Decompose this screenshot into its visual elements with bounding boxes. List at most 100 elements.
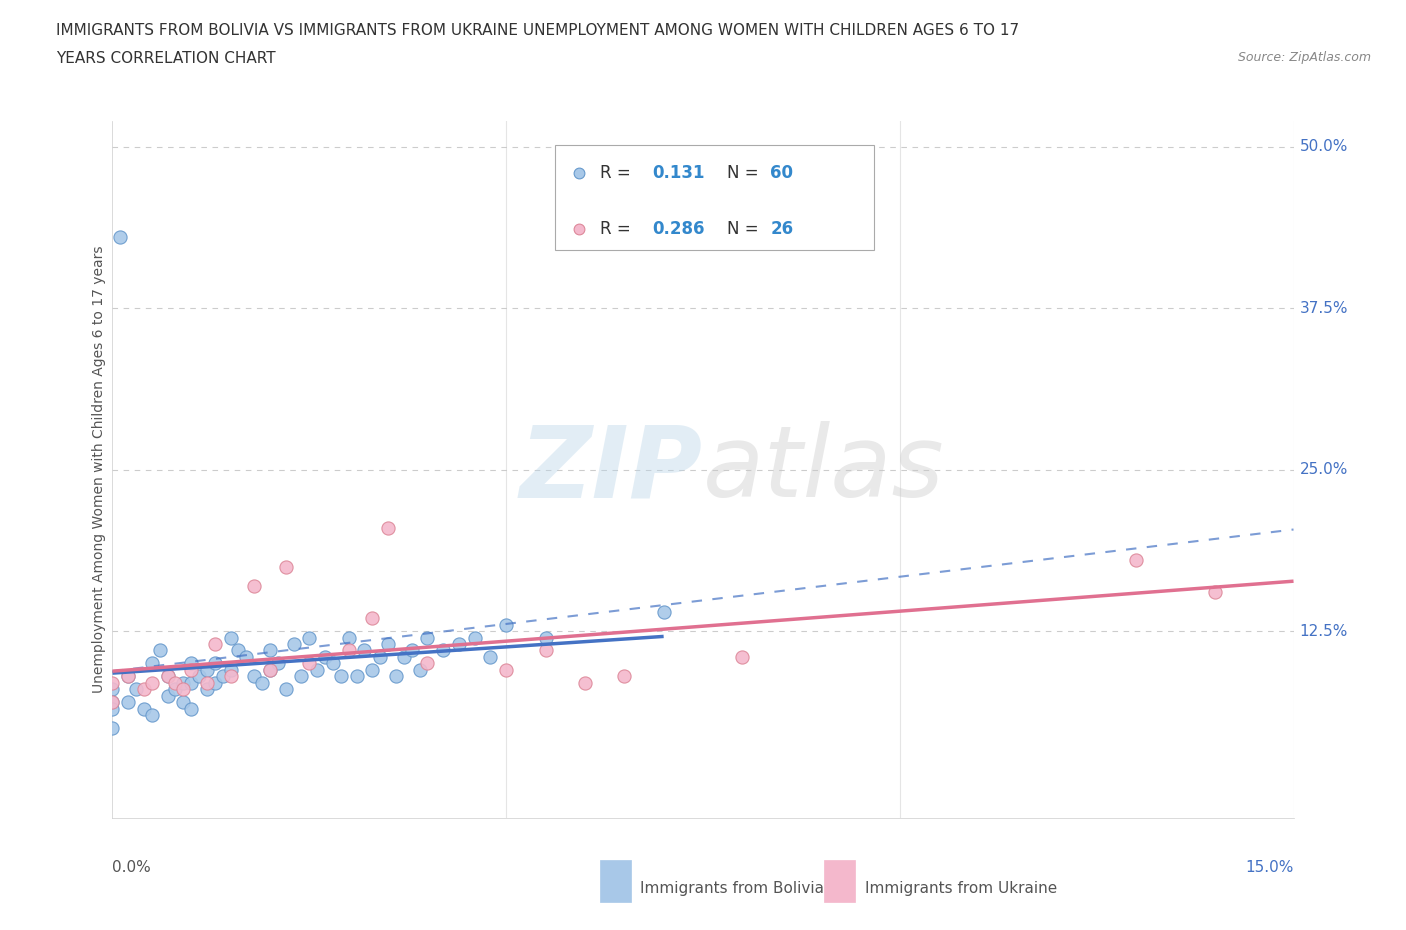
Point: [361, 611, 384, 626]
Point: [101, 695, 124, 710]
Point: [195, 675, 218, 690]
Point: [180, 701, 202, 716]
Point: [259, 643, 281, 658]
Point: [274, 682, 297, 697]
Point: [353, 643, 375, 658]
Point: [101, 682, 124, 697]
Point: [228, 643, 250, 658]
Point: [329, 669, 352, 684]
Point: [267, 656, 290, 671]
Point: [314, 649, 336, 664]
Point: [195, 662, 218, 677]
Point: [101, 701, 124, 716]
Bar: [824, 860, 855, 902]
Point: [408, 662, 430, 677]
Point: [243, 669, 266, 684]
Point: [141, 675, 163, 690]
Text: 15.0%: 15.0%: [1246, 860, 1294, 875]
Text: N =: N =: [727, 220, 763, 238]
Point: [117, 669, 139, 684]
Text: Source: ZipAtlas.com: Source: ZipAtlas.com: [1237, 51, 1371, 64]
Point: [298, 656, 321, 671]
Point: [361, 662, 384, 677]
Point: [101, 721, 124, 736]
Point: [298, 631, 321, 645]
Point: [172, 695, 194, 710]
Point: [432, 643, 454, 658]
Text: IMMIGRANTS FROM BOLIVIA VS IMMIGRANTS FROM UKRAINE UNEMPLOYMENT AMONG WOMEN WITH: IMMIGRANTS FROM BOLIVIA VS IMMIGRANTS FR…: [56, 23, 1019, 38]
Point: [219, 669, 242, 684]
Text: 0.0%: 0.0%: [112, 860, 152, 875]
Point: [101, 695, 124, 710]
Point: [534, 643, 557, 658]
Point: [250, 675, 273, 690]
Point: [141, 708, 163, 723]
Point: [613, 669, 636, 684]
Point: [392, 649, 415, 664]
Text: Immigrants from Bolivia: Immigrants from Bolivia: [640, 881, 824, 896]
Bar: [600, 860, 631, 902]
Point: [125, 682, 148, 697]
Point: [368, 649, 391, 664]
Text: 0.131: 0.131: [652, 165, 704, 182]
Y-axis label: Unemployment Among Women with Children Ages 6 to 17 years: Unemployment Among Women with Children A…: [91, 246, 105, 694]
Point: [274, 559, 297, 574]
Point: [180, 675, 202, 690]
Point: [534, 631, 557, 645]
Point: [219, 631, 242, 645]
Point: [172, 682, 194, 697]
Point: [283, 637, 305, 652]
Point: [479, 649, 502, 664]
Text: 25.0%: 25.0%: [1299, 462, 1348, 477]
Text: 60: 60: [770, 165, 793, 182]
Point: [385, 669, 408, 684]
Point: [132, 701, 155, 716]
FancyBboxPatch shape: [555, 145, 875, 250]
Point: [141, 656, 163, 671]
Point: [156, 688, 179, 703]
Text: 26: 26: [770, 220, 793, 238]
Text: 12.5%: 12.5%: [1299, 624, 1348, 639]
Point: [117, 695, 139, 710]
Text: 0.286: 0.286: [652, 220, 704, 238]
Text: YEARS CORRELATION CHART: YEARS CORRELATION CHART: [56, 51, 276, 66]
Point: [416, 631, 439, 645]
Point: [156, 669, 179, 684]
Point: [165, 675, 187, 690]
Point: [172, 675, 194, 690]
Point: [101, 675, 124, 690]
Text: 50.0%: 50.0%: [1299, 140, 1348, 154]
Point: [337, 643, 360, 658]
Point: [259, 662, 281, 677]
Point: [204, 656, 226, 671]
Point: [156, 669, 179, 684]
Point: [447, 637, 470, 652]
Text: 37.5%: 37.5%: [1299, 300, 1348, 315]
Point: [117, 669, 139, 684]
Text: R =: R =: [600, 220, 637, 238]
Point: [165, 682, 187, 697]
Point: [132, 682, 155, 697]
Point: [180, 662, 202, 677]
Point: [243, 578, 266, 593]
Point: [219, 662, 242, 677]
Point: [195, 682, 218, 697]
Point: [401, 643, 423, 658]
Point: [259, 662, 281, 677]
Point: [337, 631, 360, 645]
Point: [211, 669, 233, 684]
Point: [180, 656, 202, 671]
Text: N =: N =: [727, 165, 763, 182]
Text: R =: R =: [600, 165, 637, 182]
Point: [149, 643, 172, 658]
Point: [1204, 585, 1226, 600]
Point: [204, 637, 226, 652]
Point: [377, 637, 399, 652]
Point: [495, 662, 517, 677]
Point: [346, 669, 368, 684]
Text: ZIP: ZIP: [520, 421, 703, 518]
Point: [652, 604, 675, 619]
Point: [731, 649, 754, 664]
Point: [574, 675, 596, 690]
Point: [188, 669, 211, 684]
